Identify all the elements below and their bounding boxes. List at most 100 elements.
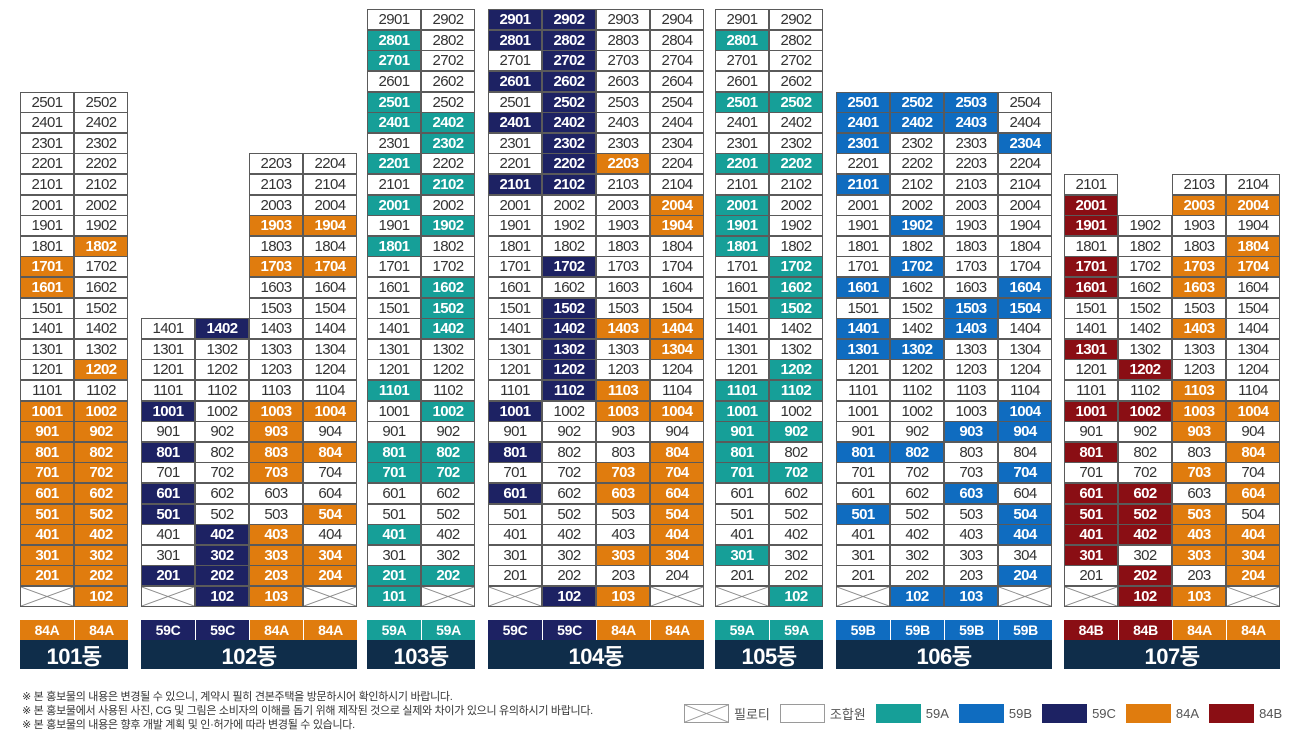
unit-cell: 702 [890, 462, 944, 484]
unit-cell: 2203 [249, 153, 303, 175]
piloti-cell [141, 586, 195, 607]
unit-cell: 1801 [488, 235, 542, 257]
unit-cell: 1103 [944, 380, 998, 401]
unit-cell: 2301 [715, 132, 769, 154]
piloti-icon [999, 587, 1051, 606]
unit-cell: 1902 [769, 215, 823, 237]
unit-cell: 601 [141, 483, 195, 504]
unit-cell: 702 [542, 462, 596, 484]
unit-cell: 2501 [367, 91, 421, 113]
unit-cell: 504 [303, 503, 357, 525]
unit-cell: 1004 [303, 400, 357, 422]
unit-cell: 1804 [650, 235, 704, 257]
unit-cell: 1901 [20, 215, 74, 237]
unit-cell: 1603 [1172, 277, 1226, 298]
unit-cell: 2403 [944, 112, 998, 134]
unit-cell: 1402 [542, 318, 596, 340]
piloti-icon [1227, 587, 1279, 606]
unit-cell: 2403 [596, 112, 650, 134]
unit-cell: 604 [998, 483, 1052, 504]
unit-cell: 901 [715, 421, 769, 443]
unit-type-label: 59A [769, 620, 823, 640]
unit-cell: 1602 [769, 277, 823, 298]
unit-cell: 1104 [998, 380, 1052, 401]
unit-cell: 1703 [1172, 256, 1226, 278]
unit-type-label: 59C [141, 620, 195, 640]
unit-cell: 402 [542, 524, 596, 546]
unit-cell: 1702 [1118, 256, 1172, 278]
unit-cell: 1202 [195, 359, 249, 381]
piloti-icon [142, 587, 194, 606]
legend-59a: 59A [875, 703, 949, 723]
unit-cell: 203 [1172, 565, 1226, 587]
unit-cell: 504 [1226, 503, 1280, 525]
unit-cell: 602 [769, 483, 823, 504]
unit-cell: 603 [249, 483, 303, 504]
unit-cell: 1601 [488, 277, 542, 298]
unit-cell: 2002 [769, 194, 823, 216]
unit-cell: 1001 [20, 400, 74, 422]
unit-cell: 1402 [769, 318, 823, 340]
legend-label: 84A [1175, 705, 1200, 721]
unit-cell: 202 [74, 565, 128, 587]
unit-cell: 1003 [249, 400, 303, 422]
unit-cell: 1201 [836, 359, 890, 381]
unit-cell: 1001 [715, 400, 769, 422]
unit-cell: 1001 [141, 400, 195, 422]
unit-type-label: 84A [20, 620, 74, 640]
unit-cell: 902 [542, 421, 596, 443]
unit-cell: 503 [1172, 503, 1226, 525]
unit-cell: 2801 [488, 29, 542, 51]
unit-cell: 1401 [367, 318, 421, 340]
unit-cell: 1702 [74, 256, 128, 278]
unit-cell: 2204 [303, 153, 357, 175]
unit-cell: 2203 [596, 153, 650, 175]
unit-type-label: 59A [715, 620, 769, 640]
unit-cell: 1702 [890, 256, 944, 278]
unit-cell: 1502 [890, 297, 944, 319]
unit-cell: 1903 [249, 215, 303, 237]
unit-cell: 2401 [488, 112, 542, 134]
unit-cell: 2202 [542, 153, 596, 175]
unit-cell: 901 [141, 421, 195, 443]
unit-cell: 1403 [1172, 318, 1226, 340]
unit-cell: 2904 [650, 9, 704, 31]
unit-cell: 1702 [421, 256, 475, 278]
unit-cell: 102 [1118, 586, 1172, 607]
unit-type-label: 84A [650, 620, 704, 640]
unit-cell: 101 [367, 586, 421, 607]
unit-cell: 1802 [421, 235, 475, 257]
unit-cell: 2004 [998, 194, 1052, 216]
unit-cell: 2002 [421, 194, 475, 216]
unit-cell: 1704 [1226, 256, 1280, 278]
unit-cell: 704 [1226, 462, 1280, 484]
unit-cell: 301 [836, 544, 890, 566]
unit-cell: 503 [944, 503, 998, 525]
unit-cell: 603 [596, 483, 650, 504]
unit-cell: 704 [303, 462, 357, 484]
unit-cell: 103 [944, 586, 998, 607]
piloti-icon [489, 587, 541, 606]
unit-cell: 2302 [890, 132, 944, 154]
unit-cell: 602 [195, 483, 249, 504]
unit-cell: 604 [650, 483, 704, 504]
unit-cell: 1202 [1118, 359, 1172, 381]
unit-cell: 902 [890, 421, 944, 443]
unit-cell: 302 [74, 544, 128, 566]
unit-cell: 1203 [1172, 359, 1226, 381]
unit-cell: 1302 [195, 338, 249, 360]
unit-cell: 804 [1226, 441, 1280, 463]
unit-cell: 2802 [421, 29, 475, 51]
unit-cell: 1202 [890, 359, 944, 381]
unit-cell: 2003 [249, 194, 303, 216]
legend-59c: 59C [1042, 703, 1116, 723]
unit-cell: 1202 [421, 359, 475, 381]
unit-cell: 902 [195, 421, 249, 443]
unit-cell: 402 [1118, 524, 1172, 546]
unit-cell: 304 [998, 544, 1052, 566]
unit-cell: 1302 [542, 338, 596, 360]
unit-cell: 2402 [421, 112, 475, 134]
unit-cell: 2402 [890, 112, 944, 134]
unit-cell: 1203 [944, 359, 998, 381]
unit-cell: 1604 [303, 277, 357, 298]
